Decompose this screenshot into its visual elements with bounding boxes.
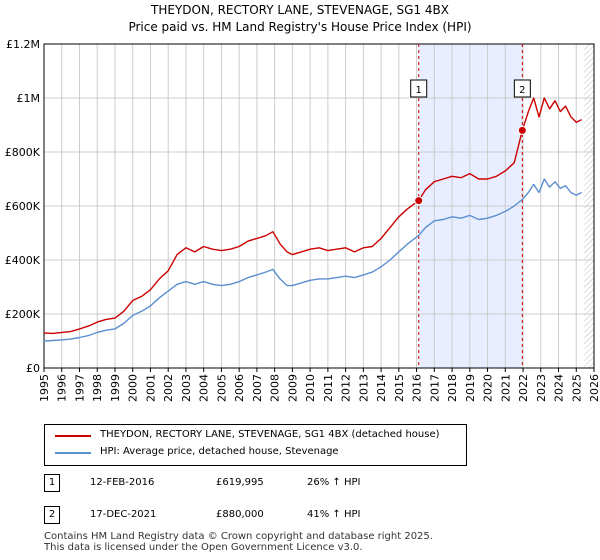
sale-marker-box <box>410 79 428 98</box>
footer-copyright: Contains HM Land Registry data © Crown c… <box>44 531 433 542</box>
sale-point <box>414 196 424 206</box>
y-tick-label: £1M <box>17 92 41 105</box>
x-tick-label: 2024 <box>553 374 566 402</box>
y-tick-label: £200K <box>5 308 41 321</box>
x-tick-label: 2016 <box>411 374 424 402</box>
x-tick-label: 2004 <box>198 374 211 402</box>
sale-price: £880,000 <box>216 509 264 520</box>
y-tick-label: £1.2M <box>6 38 40 51</box>
sale-marker-label: 1 <box>410 79 428 98</box>
sale-date: 12-FEB-2016 <box>90 477 155 488</box>
x-tick-label: 2011 <box>322 374 335 402</box>
x-tick-label: 2019 <box>464 374 477 402</box>
legend-item-property: THEYDON, RECTORY LANE, STEVENAGE, SG1 4B… <box>45 428 466 444</box>
x-tick-label: 2013 <box>357 374 370 402</box>
x-tick-label: 2022 <box>517 374 530 402</box>
x-tick-label: 1997 <box>73 374 86 402</box>
y-tick-label: £600K <box>5 200 41 213</box>
sale-hpi-change: 41% ↑ HPI <box>307 509 361 520</box>
sale-marker-box <box>513 79 531 98</box>
x-tick-label: 2003 <box>180 374 193 402</box>
x-tick-label: 2002 <box>162 374 175 402</box>
sale-marker-number: 1 <box>416 85 422 96</box>
x-tick-label: 2009 <box>286 374 299 402</box>
x-tick-label: 2010 <box>304 374 317 402</box>
sale-row: 2 17-DEC-2021 £880,000 41% ↑ HPI <box>44 506 464 528</box>
chart-subtitle: Price paid vs. HM Land Registry's House … <box>128 20 472 34</box>
x-tick-label: 2025 <box>570 374 583 402</box>
x-tick-label: 2001 <box>144 374 157 402</box>
sale-hpi-change: 26% ↑ HPI <box>307 477 361 488</box>
legend-label-hpi: HPI: Average price, detached house, Stev… <box>100 446 339 457</box>
legend-item-hpi: HPI: Average price, detached house, Stev… <box>45 445 466 461</box>
x-tick-label: 2008 <box>269 374 282 402</box>
sale-date: 17-DEC-2021 <box>90 509 157 520</box>
x-tick-label: 1995 <box>38 374 51 402</box>
x-tick-label: 2005 <box>215 374 228 402</box>
x-tick-label: 1998 <box>91 374 104 402</box>
sale-number-badge: 1 <box>44 474 60 492</box>
y-tick-label: £0 <box>26 362 40 375</box>
y-tick-label: £400K <box>5 254 41 267</box>
x-tick-label: 2018 <box>446 374 459 402</box>
chart-title: THEYDON, RECTORY LANE, STEVENAGE, SG1 4B… <box>151 3 449 17</box>
x-tick-label: 1996 <box>56 374 69 402</box>
sale-number-badge: 2 <box>44 506 60 524</box>
legend-swatch-hpi <box>55 452 91 454</box>
x-tick-label: 2000 <box>127 374 140 402</box>
price-chart: £0 £200K £400K £600K £800K £1M £1.2M 1995 1996 19… <box>5 38 600 402</box>
sale-marker-number: 2 <box>519 85 525 96</box>
x-tick-label: 2012 <box>340 374 353 402</box>
x-tick-label: 2026 <box>588 374 600 402</box>
sale-price: £619,995 <box>216 477 264 488</box>
x-tick-label: 2014 <box>375 374 388 402</box>
sale-marker-label: 2 <box>513 79 531 98</box>
y-tick-label: £800K <box>5 146 41 159</box>
legend-label-property: THEYDON, RECTORY LANE, STEVENAGE, SG1 4B… <box>100 429 440 440</box>
sale-point <box>517 125 527 135</box>
legend-swatch-property <box>55 435 91 437</box>
x-tick-label: 2007 <box>251 374 264 402</box>
x-tick-label: 1999 <box>109 374 122 402</box>
hpi-line <box>43 178 582 342</box>
legend: THEYDON, RECTORY LANE, STEVENAGE, SG1 4B… <box>44 424 467 466</box>
x-tick-label: 2015 <box>393 374 406 402</box>
plot-border <box>43 43 595 369</box>
x-tick-label: 2017 <box>428 374 441 402</box>
footer: Contains HM Land Registry data © Crown c… <box>44 531 433 553</box>
footer-licence: This data is licensed under the Open Gov… <box>44 542 363 553</box>
x-tick-label: 2023 <box>535 374 548 402</box>
sale-row: 1 12-FEB-2016 £619,995 26% ↑ HPI <box>44 474 464 496</box>
x-tick-label: 2020 <box>482 374 495 402</box>
x-tick-label: 2021 <box>499 374 512 402</box>
x-tick-label: 2006 <box>233 374 246 402</box>
